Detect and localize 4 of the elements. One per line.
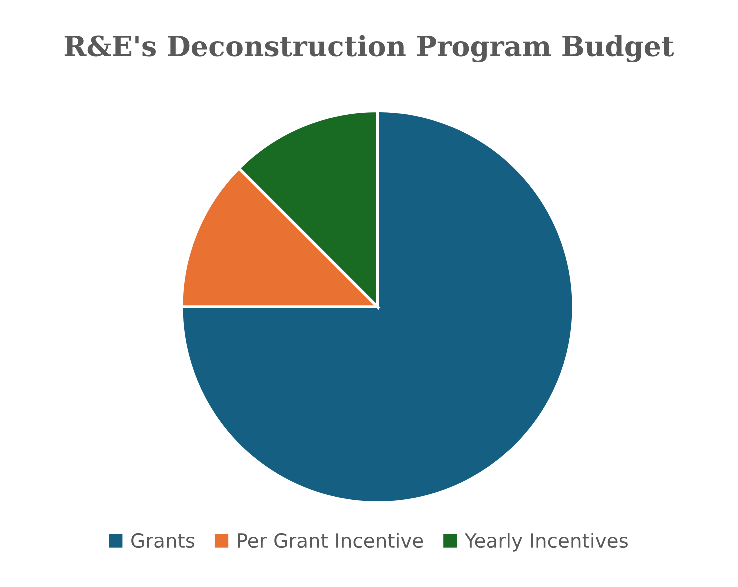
legend-label: Yearly Incentives	[464, 533, 628, 552]
chart-title: R&E's Deconstruction Program Budget	[64, 35, 674, 62]
legend-label: Per Grant Incentive	[238, 533, 424, 548]
legend-label: Grants	[132, 533, 195, 548]
